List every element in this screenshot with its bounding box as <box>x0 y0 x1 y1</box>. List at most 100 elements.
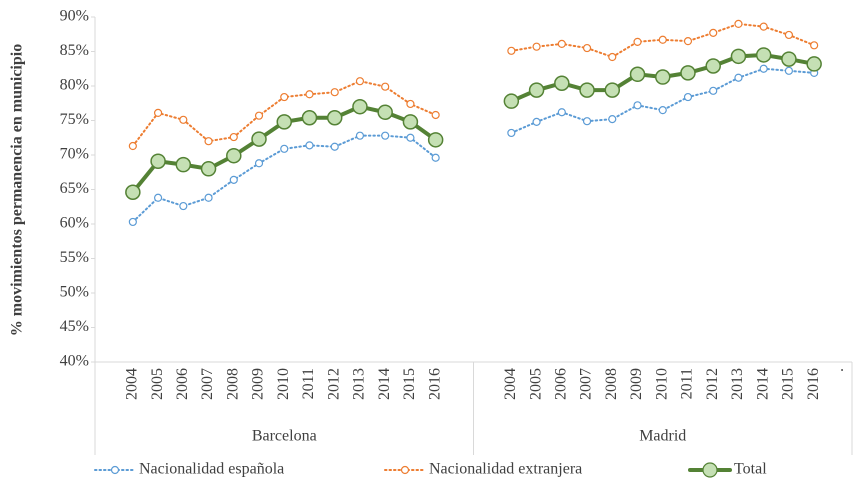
point <box>406 99 415 109</box>
x-tick-label: 2016 <box>805 368 822 400</box>
point <box>582 117 592 126</box>
point <box>810 41 819 50</box>
y-tick-label: 60% <box>60 215 89 232</box>
x-tick-label: 2012 <box>325 368 342 400</box>
point <box>633 101 642 110</box>
y-tick-label: 70% <box>60 146 89 163</box>
x-tick-label: 2016 <box>426 368 443 400</box>
x-tick-label: 2011 <box>679 368 696 399</box>
point <box>251 131 267 147</box>
point <box>709 28 718 37</box>
x-tick-label: 2014 <box>754 368 771 400</box>
point <box>431 153 440 162</box>
point <box>655 69 671 85</box>
x-tick-label: 2013 <box>351 368 368 400</box>
point <box>759 64 768 73</box>
point <box>226 147 242 164</box>
point <box>200 161 217 177</box>
x-tick-label: 2007 <box>199 368 216 400</box>
point <box>730 48 747 65</box>
point <box>330 142 339 151</box>
legend-label: Nacionalidad española <box>139 461 284 478</box>
point <box>784 66 794 75</box>
legend-marker <box>702 462 718 478</box>
x-tick-label: 2004 <box>124 368 141 400</box>
x-tick-label: 2015 <box>401 368 418 400</box>
legend-marker <box>110 465 120 475</box>
x-tick-label: 2004 <box>502 368 519 400</box>
point <box>355 131 365 140</box>
point <box>254 159 264 168</box>
point <box>759 22 768 31</box>
point <box>305 90 314 99</box>
group-label: Madrid <box>639 428 686 445</box>
y-tick-label: 65% <box>60 180 89 197</box>
group-label: Barcelona <box>252 428 317 445</box>
point <box>528 82 545 98</box>
point <box>629 66 646 83</box>
point <box>229 132 238 142</box>
point <box>683 92 693 102</box>
point <box>806 56 822 72</box>
point <box>557 108 566 117</box>
x-tick-label: 2005 <box>527 368 544 400</box>
x-tick-label: 2009 <box>628 368 645 400</box>
x-tick-label: 2006 <box>174 368 191 400</box>
x-tick-label: 2005 <box>149 368 166 400</box>
legend-marker <box>400 465 410 475</box>
point <box>683 37 693 46</box>
point <box>377 104 393 120</box>
point <box>330 88 339 97</box>
point <box>204 137 213 146</box>
point <box>153 193 163 202</box>
y-axis-label: % movimientos permanencia en municipio <box>9 44 26 336</box>
point <box>604 82 621 98</box>
point <box>427 132 444 148</box>
point <box>680 65 696 81</box>
point <box>381 82 390 91</box>
point <box>254 111 264 120</box>
point <box>503 93 520 109</box>
point <box>781 51 797 67</box>
point <box>406 133 415 142</box>
point <box>633 37 642 46</box>
point <box>326 109 343 126</box>
x-tick-label: . <box>830 368 847 372</box>
x-tick-label: 2011 <box>300 368 317 399</box>
point <box>355 77 365 86</box>
point <box>709 86 718 95</box>
point <box>125 184 141 201</box>
point <box>402 114 419 130</box>
point <box>658 106 667 115</box>
point <box>280 92 289 102</box>
point <box>532 42 541 51</box>
x-tick-label: 2009 <box>250 368 267 400</box>
point <box>153 108 163 118</box>
y-tick-label: 40% <box>60 353 89 370</box>
point <box>705 58 721 74</box>
point <box>128 141 137 151</box>
x-tick-label: 2014 <box>376 368 393 400</box>
x-tick-label: 2012 <box>704 368 721 400</box>
point <box>582 43 592 53</box>
x-tick-label: 2006 <box>552 368 569 400</box>
y-tick-label: 50% <box>60 284 89 301</box>
point <box>175 156 192 173</box>
x-tick-label: 2008 <box>224 368 241 400</box>
point <box>734 19 743 28</box>
point <box>431 110 440 120</box>
y-tick-label: 45% <box>60 318 89 335</box>
y-tick-label: 80% <box>60 77 89 94</box>
point <box>305 141 314 150</box>
point <box>204 193 213 202</box>
x-tick-label: 2010 <box>653 368 670 400</box>
point <box>280 144 289 153</box>
point <box>179 201 188 211</box>
y-tick-label: 85% <box>60 42 89 59</box>
point <box>128 217 137 227</box>
point <box>507 128 516 138</box>
point <box>276 114 292 130</box>
point <box>150 153 166 169</box>
point <box>507 46 516 55</box>
y-tick-label: 55% <box>60 249 89 266</box>
